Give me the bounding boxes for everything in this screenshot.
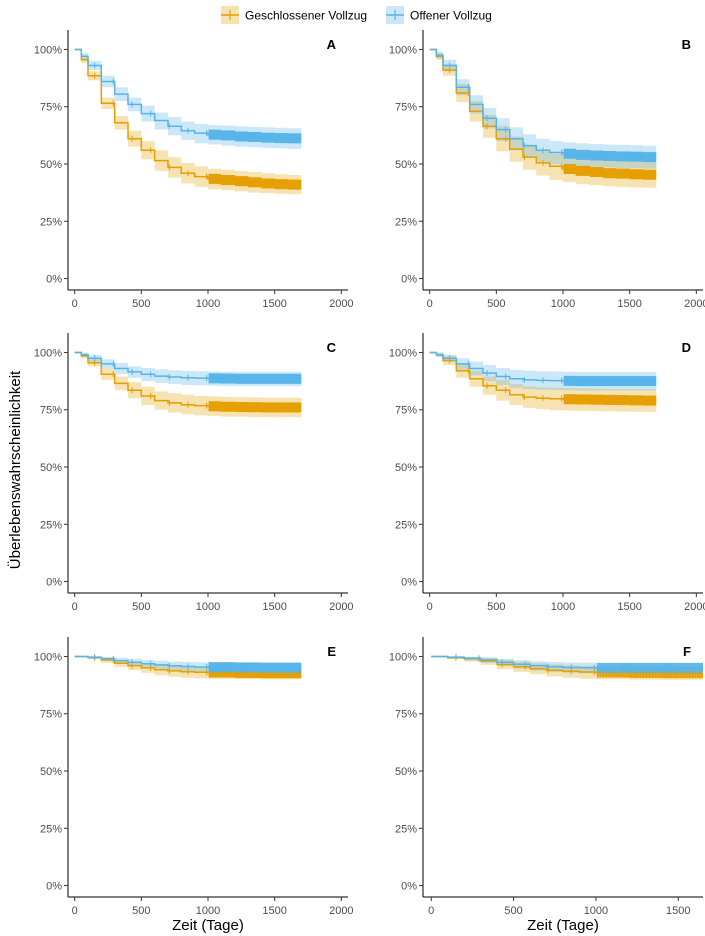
legend-label-geschlossen: Geschlossener Vollzug — [245, 9, 367, 23]
panel-f: 0% 25% 50% 75% 100% 0 500 1000 1500 F — [389, 637, 703, 917]
x-tick-label: 1000 — [584, 905, 608, 917]
censor-marks-geschlossen-d — [449, 357, 657, 406]
y-tick-label: 25% — [395, 519, 417, 531]
x-tick-label: 0 — [72, 601, 78, 613]
censor-marks-geschlossen-a — [94, 72, 302, 190]
x-tick-label: 1500 — [262, 601, 286, 613]
legend-entry-offen: Offener Vollzug — [386, 6, 492, 24]
y-tick-label: 75% — [395, 102, 417, 114]
panel-label-e: E — [327, 644, 336, 659]
censor-marks-geschlossen-b — [449, 67, 657, 180]
x-tick-label: 2000 — [329, 905, 353, 917]
y-tick-label: 50% — [395, 462, 417, 474]
x-tick-label: 1000 — [551, 298, 575, 310]
y-tick-label: 0% — [401, 274, 417, 286]
x-tick-label: 2000 — [329, 298, 353, 310]
y-tick-label: 25% — [40, 216, 62, 228]
x-tick-label: 0 — [72, 298, 78, 310]
x-tick-label: 500 — [487, 298, 505, 310]
y-tick-label: 50% — [40, 159, 62, 171]
x-tick-label: 500 — [487, 601, 505, 613]
panel-e: 0% 25% 50% 75% 100% 0 500 1000 1500 2000 E — [34, 637, 354, 917]
censor-marks-offen-f — [455, 654, 703, 673]
x-tick-label: 0 — [428, 905, 434, 917]
panel-b: 0% 25% 50% 75% 100% 0 500 1000 1500 2000 B — [389, 30, 705, 310]
panels: 0% 25% 50% 75% 100% 0 500 1000 1500 2000 A 0% 25% 50%… — [34, 30, 705, 917]
survival-line-offen-f — [431, 655, 703, 669]
y-tick-label: 75% — [40, 102, 62, 114]
plot-area-a — [74, 48, 302, 195]
censor-marks-geschlossen-c — [94, 359, 302, 413]
x-tick-label: 2000 — [684, 298, 705, 310]
y-tick-label: 75% — [395, 709, 417, 721]
x-tick-label: 0 — [72, 905, 78, 917]
x-tick-label: 1000 — [196, 601, 220, 613]
y-tick-label: 50% — [40, 462, 62, 474]
plot-area-d — [429, 351, 657, 412]
y-tick-label: 75% — [40, 709, 62, 721]
x-axis-label-right: Zeit (Tage) — [527, 917, 599, 934]
y-tick-label: 50% — [395, 766, 417, 778]
y-tick-label: 0% — [401, 577, 417, 589]
x-tick-label: 2000 — [329, 601, 353, 613]
y-tick-label: 0% — [46, 274, 62, 286]
y-tick-label: 100% — [34, 44, 62, 56]
ci-band-geschlossen-c — [74, 352, 302, 418]
panel-label-b: B — [682, 37, 691, 52]
legend-entry-geschlossen: Geschlossener Vollzug — [221, 6, 367, 24]
y-axis-label: Überlebenswahrscheinlichkeit — [6, 370, 24, 569]
y-tick-label: 50% — [40, 766, 62, 778]
panel-label-a: A — [327, 37, 337, 52]
plot-area-f — [431, 654, 703, 680]
x-tick-label: 1500 — [262, 905, 286, 917]
panel-label-c: C — [327, 340, 337, 355]
x-tick-label: 1000 — [551, 601, 575, 613]
censor-marks-offen-a — [94, 62, 302, 144]
panel-a: 0% 25% 50% 75% 100% 0 500 1000 1500 2000 A — [34, 30, 354, 310]
censor-marks-offen-c — [94, 355, 302, 384]
x-tick-label: 500 — [132, 298, 150, 310]
censor-marks-offen-d — [449, 355, 657, 387]
y-tick-label: 75% — [395, 405, 417, 417]
y-tick-label: 100% — [389, 347, 417, 359]
plot-area-e — [74, 654, 302, 680]
x-tick-label: 1000 — [196, 905, 220, 917]
x-tick-label: 1500 — [617, 298, 641, 310]
censor-marks-offen-e — [94, 654, 302, 673]
y-tick-label: 100% — [34, 651, 62, 663]
y-tick-label: 100% — [389, 44, 417, 56]
y-tick-label: 50% — [395, 159, 417, 171]
y-tick-label: 25% — [395, 823, 417, 835]
plot-area-c — [74, 351, 302, 418]
y-tick-label: 0% — [46, 881, 62, 893]
x-tick-label: 1500 — [666, 905, 690, 917]
x-tick-label: 0 — [427, 298, 433, 310]
x-tick-label: 1500 — [262, 298, 286, 310]
x-tick-label: 2000 — [684, 601, 705, 613]
plot-area-b — [429, 48, 657, 188]
legend-label-offen: Offener Vollzug — [410, 9, 492, 23]
x-tick-label: 1000 — [196, 298, 220, 310]
legend: Geschlossener Vollzug Offener Vollzug — [221, 6, 492, 24]
panel-c: 0% 25% 50% 75% 100% 0 500 1000 1500 2000 C — [34, 333, 354, 613]
x-tick-label: 500 — [132, 905, 150, 917]
y-tick-label: 25% — [395, 216, 417, 228]
y-tick-label: 100% — [34, 347, 62, 359]
x-tick-label: 500 — [504, 905, 522, 917]
y-tick-label: 100% — [389, 651, 417, 663]
x-tick-label: 0 — [427, 601, 433, 613]
y-tick-label: 25% — [40, 519, 62, 531]
x-tick-label: 500 — [132, 601, 150, 613]
y-tick-label: 25% — [40, 823, 62, 835]
y-tick-label: 75% — [40, 405, 62, 417]
y-tick-label: 0% — [46, 577, 62, 589]
panel-label-f: F — [683, 644, 691, 659]
panel-d: 0% 25% 50% 75% 100% 0 500 1000 1500 2000 D — [389, 333, 705, 613]
y-tick-label: 0% — [401, 881, 417, 893]
panel-label-d: D — [682, 340, 691, 355]
x-tick-label: 1500 — [617, 601, 641, 613]
censor-marks-offen-b — [449, 62, 657, 163]
x-axis-label-left: Zeit (Tage) — [172, 917, 244, 934]
